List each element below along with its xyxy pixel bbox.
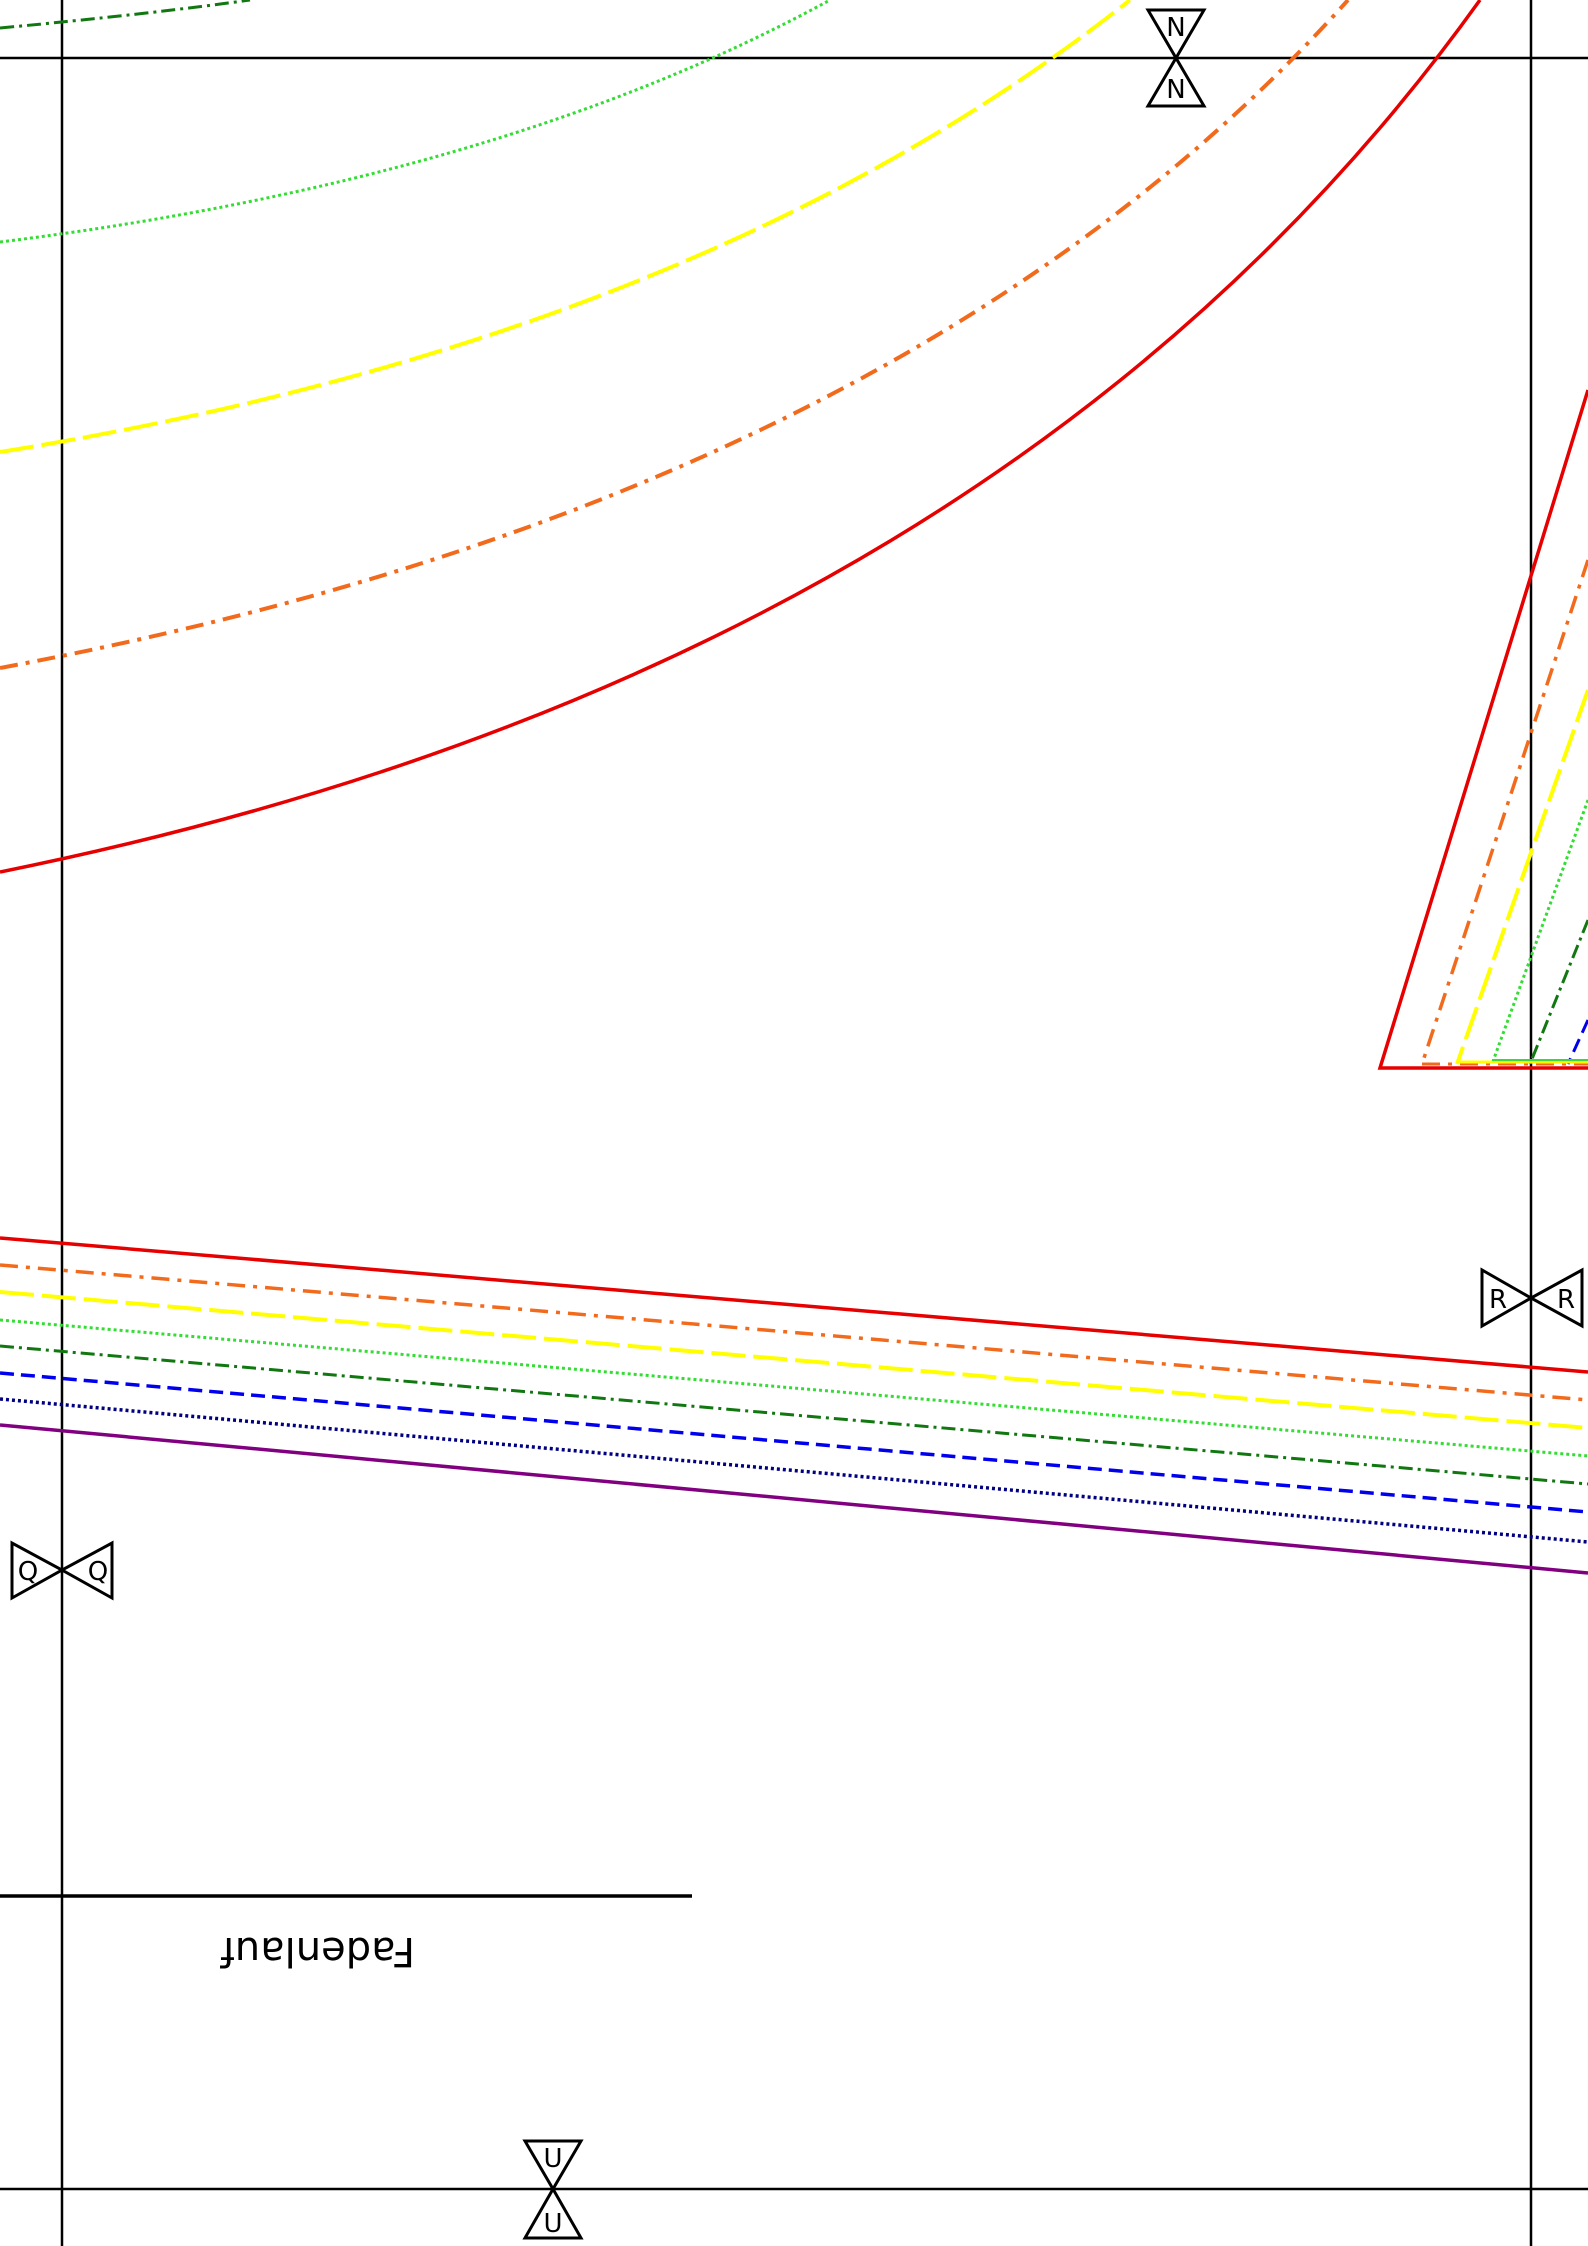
marker-triangle <box>522 2139 584 2192</box>
hem-navy <box>0 1397 1588 1544</box>
curve-red <box>0 0 1482 874</box>
dart-red <box>1377 389 1588 1070</box>
curve-darkgreen <box>0 0 251 30</box>
curve-orange <box>0 0 1350 670</box>
marker-label-q-left: Q <box>18 1557 38 1587</box>
hem-lightgreen <box>0 1318 1588 1458</box>
marker-label-q-right: Q <box>88 1557 108 1587</box>
marker-label-u-top: U <box>543 2144 562 2174</box>
marker-triangle <box>1480 1267 1535 1329</box>
hem-lines <box>0 1236 1588 1575</box>
dart-orange <box>1420 559 1588 1065</box>
curve-lightgreen <box>0 0 831 244</box>
hem-orange <box>0 1263 1588 1402</box>
marker-triangle <box>58 1540 114 1601</box>
marker-label-u-bottom: U <box>543 2209 562 2239</box>
grainline-label: Fadenlauf <box>220 1928 415 1974</box>
dart-darkgreen <box>1528 919 1588 1065</box>
match-marker-q: Q Q <box>10 1540 114 1601</box>
match-marker-u: U U <box>522 2139 584 2240</box>
match-marker-r: R R <box>1480 1267 1584 1329</box>
marker-triangle <box>522 2185 584 2240</box>
neckline-curves <box>0 0 1482 874</box>
dart-blue <box>1566 1019 1588 1065</box>
dart-lightgreen <box>1490 799 1588 1065</box>
hem-blue <box>0 1371 1588 1514</box>
marker-triangle <box>1145 55 1207 108</box>
hem-purple <box>0 1423 1588 1575</box>
hem-darkgreen <box>0 1344 1588 1486</box>
grainline: Fadenlauf <box>0 1894 692 1974</box>
marker-label-r-left: R <box>1489 1285 1507 1315</box>
marker-triangle <box>10 1540 66 1601</box>
marker-label-r-right: R <box>1557 1285 1575 1315</box>
hem-red <box>0 1236 1588 1374</box>
side-dart <box>1377 389 1588 1070</box>
marker-label-n-top: N <box>1166 13 1185 43</box>
marker-label-n-bottom: N <box>1166 75 1185 105</box>
match-marker-n: N N <box>1145 8 1207 108</box>
marker-triangle <box>1145 8 1207 61</box>
hem-yellow <box>0 1290 1588 1430</box>
curve-yellow <box>0 0 1132 454</box>
marker-triangle <box>1527 1267 1584 1329</box>
dart-yellow <box>1455 689 1588 1065</box>
